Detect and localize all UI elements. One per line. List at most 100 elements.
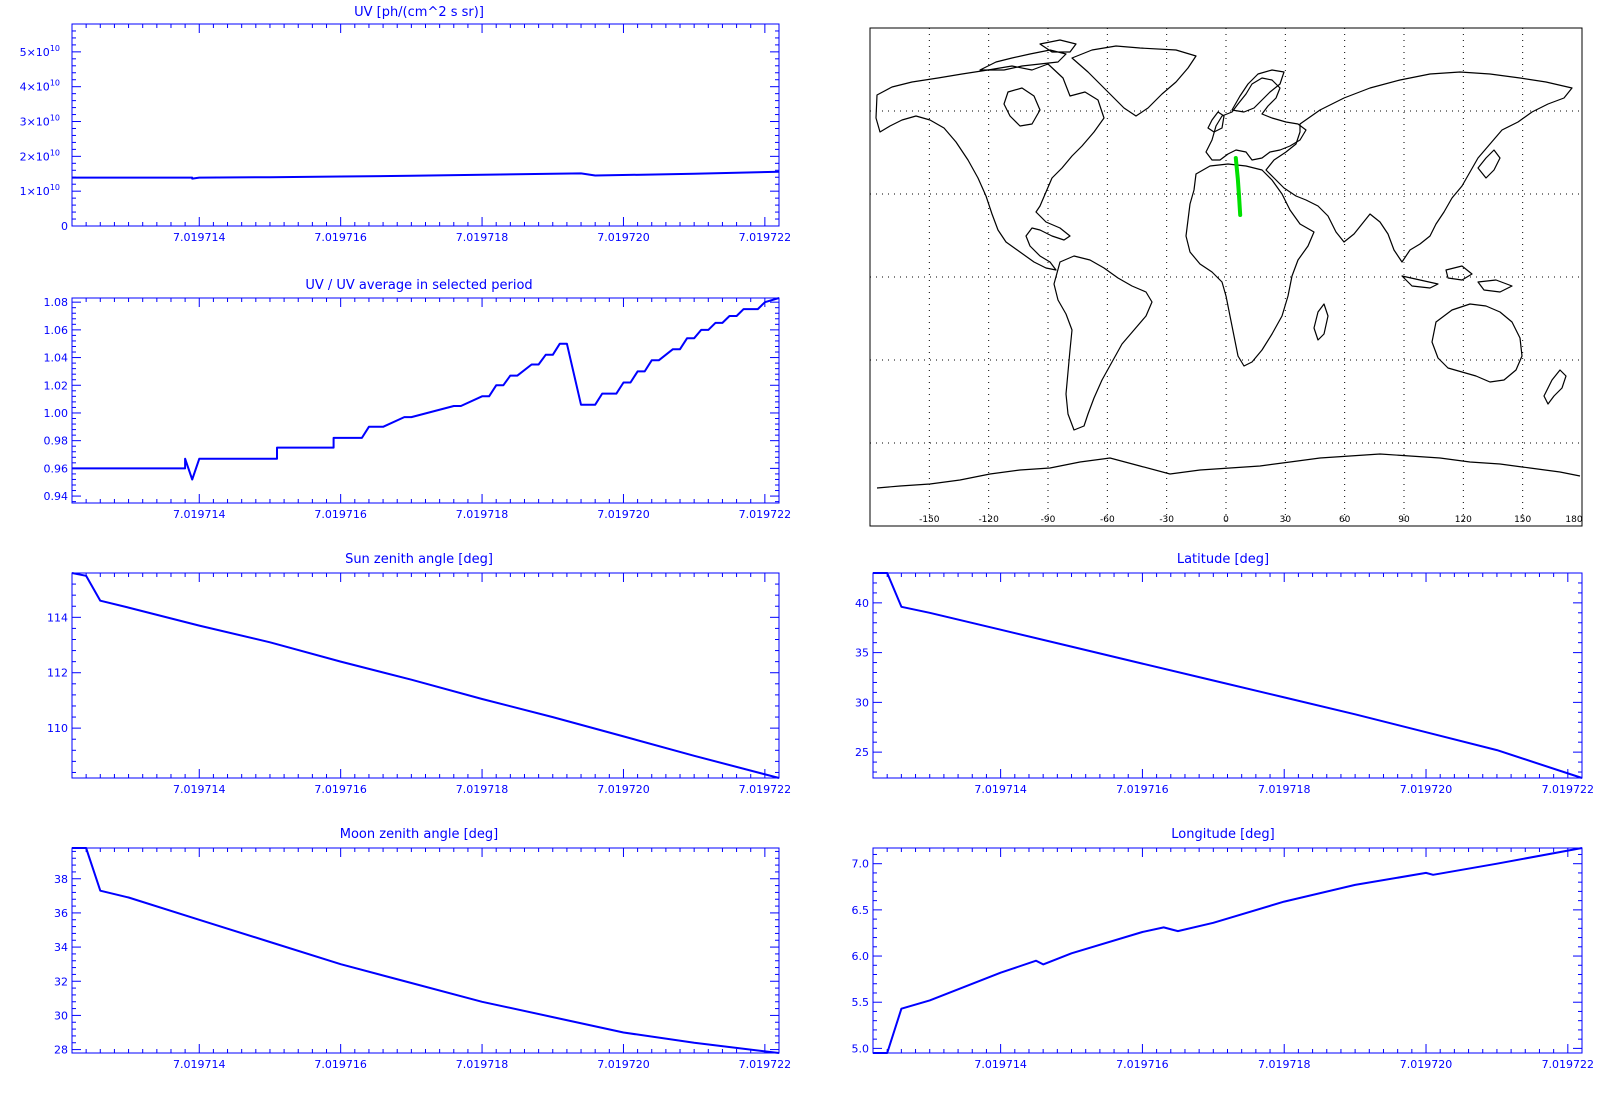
uv-ratio-y-tick-label: 1.00 [44, 407, 69, 420]
map-longitude-label: -30 [1159, 515, 1174, 525]
uv-ratio-x-tick-label: 7.019718 [456, 508, 509, 521]
longitude-y-tick-label: 5.0 [852, 1042, 870, 1055]
uv-ratio-x-tick-label: 7.019720 [597, 508, 650, 521]
latitude-x-tick-label: 7.019716 [1116, 783, 1169, 796]
map-longitude-label: -150 [919, 515, 940, 525]
moon-zenith-plot-title: Moon zenith angle [deg] [340, 827, 498, 842]
map-longitude-label: -120 [978, 515, 999, 525]
orbit-ground-track [1233, 156, 1243, 217]
uv-ratio-plot: UV / UV average in selected period 7.019… [44, 278, 792, 521]
uv-ratio-y-tick-label: 1.02 [44, 379, 69, 392]
latitude-y-tick-label: 40 [855, 597, 869, 610]
longitude-y-tick-label: 5.5 [852, 996, 870, 1009]
moon-zenith-series-line [72, 847, 780, 1054]
latitude-x-tick-label: 7.019714 [974, 783, 1027, 796]
uv-ratio-series-line [72, 297, 780, 481]
sun-zenith-plot: Sun zenith angle [deg] 7.019714 7.019716 7… [47, 552, 791, 796]
map-longitude-axis: -150 -120 -90 -60 -30 0 30 60 90 120 150 180 [919, 515, 1583, 525]
uv-series-line [72, 170, 780, 180]
map-longitude-label: -60 [1100, 515, 1115, 525]
asia-outline [1265, 71, 1573, 263]
north-america-outline [875, 63, 1105, 271]
longitude-x-tick-label: 7.019722 [1542, 1058, 1595, 1071]
longitude-plot: Longitude [deg] 7.019714 7.019716 7.019718… [852, 827, 1595, 1071]
longitude-y-tick-label: 7.0 [852, 858, 870, 871]
uv-ratio-y-tick-label: 1.08 [44, 296, 69, 309]
moon-zenith-x-tick-label: 7.019716 [314, 1058, 367, 1071]
uv-ratio-x-tick-label: 7.019722 [739, 508, 792, 521]
uv-plot-title: UV [ph/(cm^2 s sr)] [354, 5, 484, 20]
map-frame [869, 27, 1583, 527]
sun-zenith-x-tick-label: 7.019716 [314, 783, 367, 796]
world-map: -150 -120 -90 -60 -30 0 30 60 90 120 150 180 [869, 27, 1583, 527]
australia-outline [1431, 303, 1523, 383]
africa-outline [1185, 163, 1315, 367]
longitude-y-tick-label: 6.5 [852, 904, 870, 917]
moon-zenith-x-tick-label: 7.019720 [597, 1058, 650, 1071]
map-longitude-label: 180 [1565, 515, 1582, 525]
indonesia-islands [1401, 265, 1513, 293]
moon-zenith-y-tick-label: 38 [54, 873, 68, 886]
sun-zenith-x-tick-label: 7.019722 [739, 783, 792, 796]
scandinavia-outline [1231, 69, 1285, 113]
latitude-x-tick-label: 7.019722 [1542, 783, 1595, 796]
new-zealand-outline [1543, 369, 1567, 405]
moon-zenith-plot: Moon zenith angle [deg] 7.019714 7.019716… [54, 827, 791, 1071]
uv-ratio-y-tick-label: 0.94 [44, 490, 69, 503]
latitude-x-tick-label: 7.019720 [1400, 783, 1453, 796]
uv-ratio-y-tick-label: 1.06 [44, 324, 69, 337]
uv-y-tick-label: 0 [61, 220, 68, 233]
uv-plot: UV [ph/(cm^2 s sr)] 7.019714 7.019716 7.01… [20, 5, 792, 244]
sun-zenith-x-tick-label: 7.019718 [456, 783, 509, 796]
latitude-x-tick-label: 7.019718 [1258, 783, 1311, 796]
uv-x-tick-label: 7.019722 [739, 231, 792, 244]
uv-ratio-y-tick-label: 0.98 [44, 435, 69, 448]
map-longitude-label: -90 [1041, 515, 1056, 525]
moon-zenith-x-tick-label: 7.019714 [173, 1058, 226, 1071]
longitude-y-tick-label: 6.0 [852, 950, 870, 963]
map-longitude-label: 30 [1280, 515, 1292, 525]
canadian-arctic-islands [979, 39, 1077, 71]
sun-zenith-x-tick-label: 7.019720 [597, 783, 650, 796]
latitude-series-line [873, 572, 1583, 779]
sun-zenith-x-tick-label: 7.019714 [173, 783, 226, 796]
map-longitude-label: 150 [1514, 515, 1531, 525]
moon-zenith-y-tick-label: 30 [54, 1009, 68, 1022]
uv-y-tick-label: 3×1010 [20, 114, 60, 129]
map-longitude-label: 0 [1223, 515, 1229, 525]
madagascar-outline [1313, 303, 1329, 341]
moon-zenith-y-tick-label: 28 [54, 1044, 68, 1057]
sun-zenith-plot-title: Sun zenith angle [deg] [345, 552, 493, 567]
uv-ratio-plot-title: UV / UV average in selected period [305, 278, 532, 293]
sun-zenith-y-tick-label: 110 [47, 722, 68, 735]
south-america-outline [1053, 255, 1153, 431]
sun-zenith-series-line [71, 572, 780, 779]
uv-y-tick-label: 1×1010 [20, 183, 60, 198]
greenland-outline [1071, 45, 1197, 117]
uv-ratio-y-tick-label: 0.96 [44, 462, 69, 475]
latitude-y-tick-label: 35 [855, 647, 869, 660]
longitude-x-tick-label: 7.019718 [1258, 1058, 1311, 1071]
uv-ratio-y-tick-label: 1.04 [44, 352, 69, 365]
map-longitude-label: 120 [1455, 515, 1472, 525]
latitude-y-tick-label: 30 [855, 696, 869, 709]
uv-ratio-x-tick-label: 7.019714 [173, 508, 226, 521]
sun-zenith-y-tick-label: 112 [47, 667, 68, 680]
longitude-x-tick-label: 7.019716 [1116, 1058, 1169, 1071]
hudson-bay-outline [1003, 87, 1041, 127]
moon-zenith-y-tick-label: 34 [54, 941, 68, 954]
longitude-series-line [873, 847, 1583, 1054]
japan-outline [1477, 149, 1501, 179]
uk-outline [1207, 111, 1225, 133]
uv-x-tick-label: 7.019718 [456, 231, 509, 244]
map-longitude-label: 60 [1339, 515, 1351, 525]
orbit-track-line [1233, 156, 1243, 217]
map-coastlines [875, 39, 1581, 489]
longitude-x-tick-label: 7.019720 [1400, 1058, 1453, 1071]
moon-zenith-x-tick-label: 7.019718 [456, 1058, 509, 1071]
longitude-plot-title: Longitude [deg] [1171, 827, 1274, 842]
uv-y-tick-label: 4×1010 [20, 79, 60, 94]
latitude-plot: Latitude [deg] 7.019714 7.019716 7.019718 7… [855, 552, 1594, 796]
uv-ratio-x-tick-label: 7.019716 [314, 508, 367, 521]
